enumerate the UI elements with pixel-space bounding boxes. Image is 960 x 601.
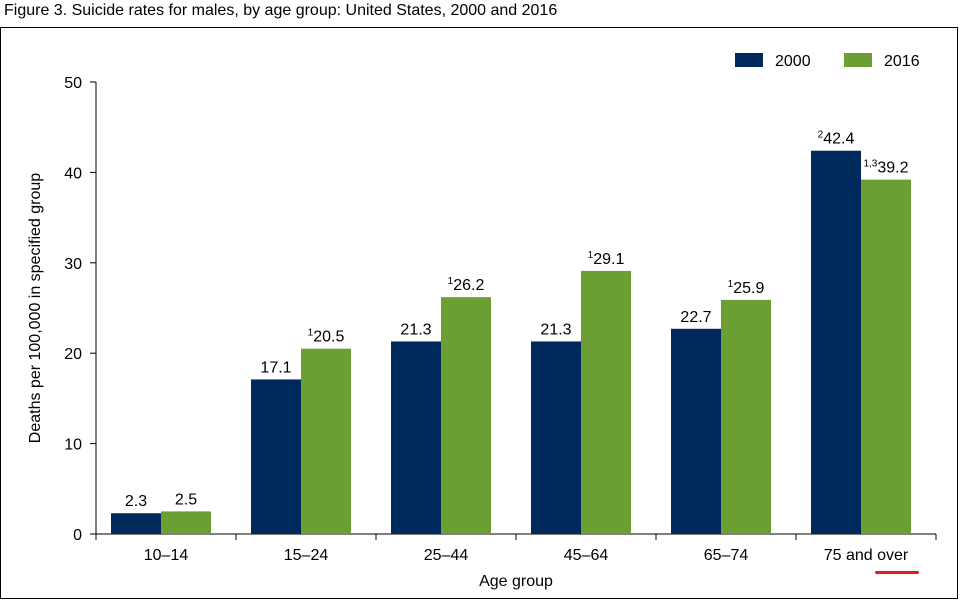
y-tick-label: 50 [64, 75, 82, 92]
data-label: 2.5 [175, 491, 197, 508]
x-tick-label: 25–44 [424, 547, 469, 564]
legend-label: 2016 [884, 53, 920, 70]
data-value: 25.9 [733, 280, 764, 297]
data-label: 125.9 [728, 279, 765, 297]
bar-2000 [671, 328, 721, 534]
data-value: 20.5 [313, 329, 344, 346]
highlight-underline [875, 571, 919, 574]
x-tick-label: 65–74 [704, 547, 749, 564]
data-label: 2.3 [125, 493, 147, 510]
x-tick-label: 15–24 [284, 547, 329, 564]
bar-2016 [301, 348, 351, 534]
bar-2016 [161, 511, 211, 534]
y-tick-label: 10 [64, 437, 82, 454]
y-tick-label: 30 [64, 256, 82, 273]
data-value: 29.1 [593, 251, 624, 268]
data-label: 129.1 [588, 250, 625, 268]
bar-2000 [391, 341, 441, 534]
bar-2016 [861, 179, 911, 534]
bar-2000 [251, 379, 301, 534]
x-tick-label: 45–64 [564, 547, 609, 564]
x-axis-title: Age group [479, 573, 553, 590]
y-tick-label: 40 [64, 165, 82, 182]
footnote-marker: 1,3 [863, 159, 877, 170]
bar-2016 [721, 299, 771, 534]
x-tick-label: 75 and over [824, 547, 909, 564]
data-label: 120.5 [308, 328, 345, 346]
x-tick-label: 10–14 [144, 547, 189, 564]
data-label: 22.7 [680, 309, 711, 326]
y-tick-label: 20 [64, 346, 82, 363]
legend-label: 2000 [775, 53, 811, 70]
chart-frame: 0 10 20 30 40 50 10–14 15–24 25–44 45–64 65–74 75 a… [0, 27, 958, 599]
value-labels: 2.317.121.3 21.322.7242.42.5120.5126.2129… [125, 130, 909, 511]
footnote-marker: 1 [448, 276, 454, 287]
bar-2016 [441, 297, 491, 534]
data-value: 39.2 [877, 160, 908, 177]
footnote-marker: 2 [818, 130, 824, 141]
data-label: 21.3 [540, 321, 571, 338]
data-label: 1,339.2 [863, 159, 908, 177]
bar-chart: 0 10 20 30 40 50 10–14 15–24 25–44 45–64 65–74 75 a… [27, 53, 937, 590]
axes: 0 10 20 30 40 50 10–14 15–24 25–44 45–64 65–74 75 a… [64, 75, 937, 564]
data-value: 42.4 [823, 131, 854, 148]
legend: 2000 2016 [735, 53, 920, 70]
bar-2000 [531, 341, 581, 534]
legend-swatch-2016 [844, 53, 872, 67]
bar-2016 [581, 270, 631, 534]
bar-2000 [811, 150, 861, 534]
data-label: 17.1 [260, 359, 291, 376]
bar-2000 [111, 513, 161, 534]
footnote-marker: 1 [588, 250, 594, 261]
data-value: 26.2 [453, 277, 484, 294]
data-label: 21.3 [400, 321, 431, 338]
footnote-marker: 1 [308, 328, 314, 339]
figure-title: Figure 3. Suicide rates for males, by ag… [4, 2, 558, 19]
legend-swatch-2000 [735, 53, 763, 67]
footnote-marker: 1 [728, 279, 734, 290]
data-label: 242.4 [818, 130, 855, 148]
data-label: 126.2 [448, 276, 485, 294]
y-axis-title: Deaths per 100,000 in specified group [27, 173, 44, 444]
y-tick-label: 0 [73, 527, 82, 544]
bars [111, 150, 911, 534]
